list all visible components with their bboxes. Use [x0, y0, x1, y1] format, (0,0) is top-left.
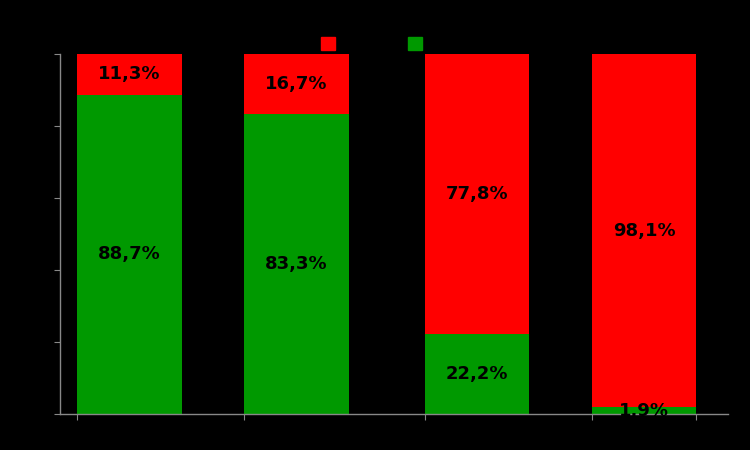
Bar	[77, 54, 182, 94]
Bar	[592, 407, 696, 414]
Text: 16,7%: 16,7%	[266, 75, 328, 93]
Text: 83,3%: 83,3%	[265, 255, 328, 273]
Text: 11,3%: 11,3%	[98, 65, 160, 83]
Text: 22,2%: 22,2%	[446, 365, 509, 383]
Text: 77,8%: 77,8%	[446, 185, 509, 203]
Text: 88,7%: 88,7%	[98, 245, 161, 263]
Bar	[425, 54, 530, 334]
Text: 98,1%: 98,1%	[613, 221, 675, 239]
Bar	[77, 94, 182, 414]
Text: 1,9%: 1,9%	[619, 401, 669, 419]
Bar	[244, 114, 349, 414]
Bar	[244, 54, 349, 114]
Legend: , : ,	[321, 36, 427, 51]
Bar	[425, 334, 530, 414]
Bar	[592, 54, 696, 407]
